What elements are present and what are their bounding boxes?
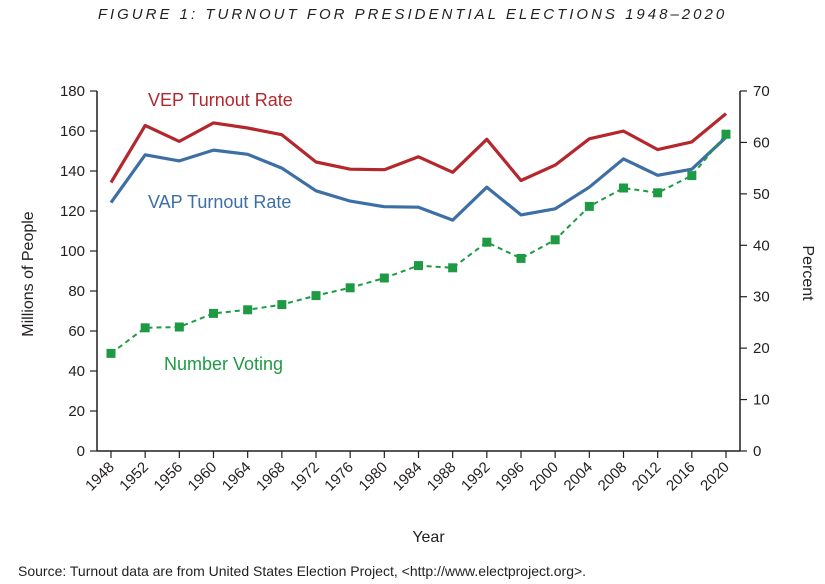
x-tick-label: 1956 [151,459,187,495]
y-right-tick-label: 20 [753,340,770,357]
y-axis-left-title: Millions of People [20,211,37,337]
x-tick-label: 2012 [629,459,665,495]
series-label-vep-turnout-rate: VEP Turnout Rate [148,90,293,110]
x-tick-label: 1968 [253,459,289,495]
point-number-voting [277,300,287,310]
point-number-voting [140,323,150,333]
point-number-voting [584,201,594,211]
point-number-voting [311,291,321,301]
y-left-tick-label: 60 [68,323,85,340]
point-number-voting [550,235,560,245]
x-tick-label: 2000 [526,459,562,495]
y-left-tick-label: 0 [77,443,85,460]
y-left-tick-label: 180 [60,83,85,100]
x-tick-label: 1976 [321,459,357,495]
x-tick-label: 2008 [595,459,631,495]
y-right-tick-label: 70 [753,83,770,100]
point-number-voting [448,263,458,273]
series-line-vep-turnout-rate [109,112,728,184]
point-number-voting [106,348,116,358]
series-line-vap-turnout-rate [109,136,728,222]
y-right-tick-label: 10 [753,392,770,409]
x-axis-title: Year [412,529,445,546]
y-left-tick-label: 100 [60,243,85,260]
x-tick-label: 2016 [663,459,699,495]
x-tick-label: 1964 [219,459,255,495]
point-number-voting [209,308,218,318]
point-number-voting [721,129,731,139]
x-tick-label: 1988 [424,459,460,495]
x-tick-label: 1980 [356,459,392,495]
y-axis-right-title: Percent [799,245,816,301]
y-left-tick-label: 80 [68,283,85,300]
series-layer [106,112,731,358]
y-left-tick-label: 40 [68,363,85,380]
y-right-tick-label: 40 [753,237,770,254]
x-tick-label: 1952 [116,459,152,495]
series-line-number-voting [110,133,727,355]
y-left-tick-label: 140 [60,163,85,180]
figure-title: FIGURE 1: TURNOUT FOR PRESIDENTIAL ELECT… [97,6,728,23]
x-tick-label: 2004 [561,459,597,495]
point-number-voting [414,261,423,271]
series-label-vap-turnout-rate: VAP Turnout Rate [148,192,291,212]
y-left-tick-label: 20 [68,403,85,420]
y-right-tick-label: 60 [753,134,770,151]
point-number-voting [619,183,628,193]
source-note: Source: Turnout data are from United Sta… [18,563,587,579]
x-tick-label: 1960 [185,459,221,495]
y-left-tick-label: 160 [60,123,85,140]
axes: 0 20 40 60 80 100 120 140 160 180 0 10 20 30 40 50 60 70 1… [20,83,816,546]
point-number-voting [653,188,663,198]
point-number-voting [379,273,389,283]
x-tick-label: 1984 [390,459,426,495]
y-right-tick-label: 0 [753,443,761,460]
point-number-voting [687,171,697,181]
point-number-voting [345,283,355,293]
x-tick-label: 1992 [458,459,494,495]
y-left-tick-label: 120 [60,203,85,220]
y-right-tick-label: 30 [753,289,770,306]
point-number-voting [516,253,526,263]
point-number-voting [243,305,253,315]
x-tick-label: 1948 [82,459,118,495]
y-right-tick-label: 50 [753,186,770,203]
x-tick-label: 1972 [287,459,323,495]
labels-layer: VEP Turnout Rate VAP Turnout Rate Number V… [148,90,293,374]
point-number-voting [482,237,492,247]
x-tick-label: 1996 [492,459,528,495]
series-label-number-voting: Number Voting [164,354,283,374]
x-tick-label: 2020 [697,459,733,495]
point-number-voting [174,322,184,332]
